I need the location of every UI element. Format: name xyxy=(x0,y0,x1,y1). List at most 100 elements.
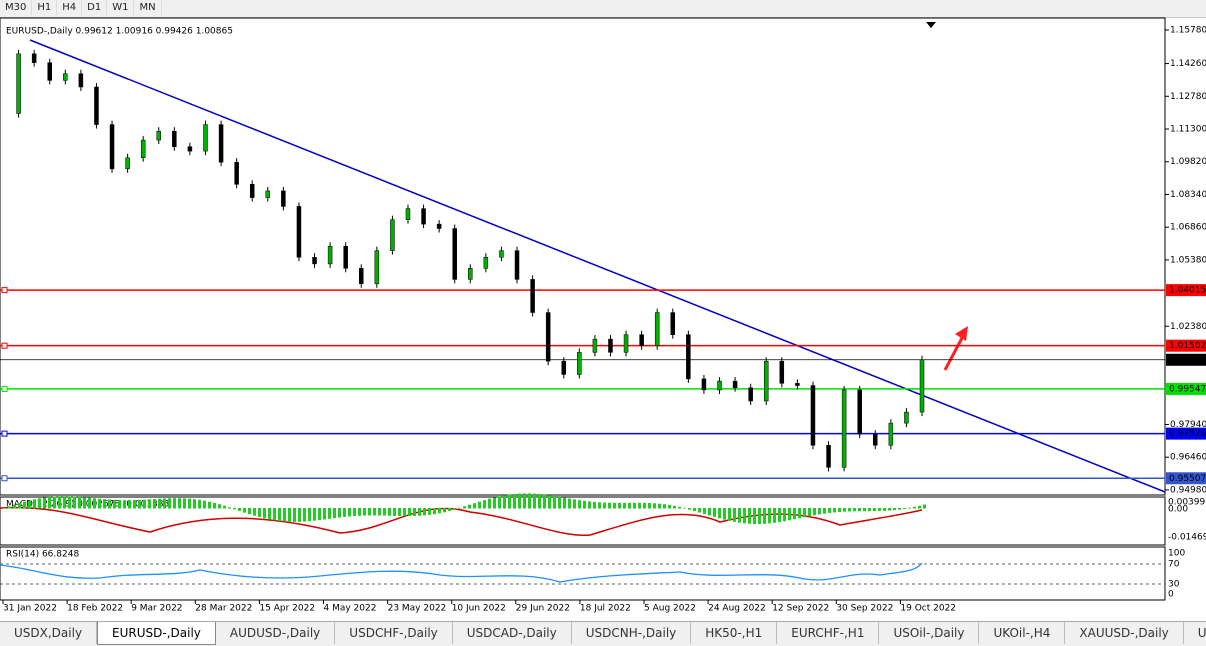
macd-bar xyxy=(798,508,801,519)
candle xyxy=(125,157,130,170)
macd-bar xyxy=(613,502,616,509)
timeframe-button[interactable]: H4 xyxy=(57,0,83,15)
timeframe-button[interactable]: W1 xyxy=(107,0,135,15)
macd-bar xyxy=(788,508,791,521)
macd-bar xyxy=(278,508,281,521)
macd-bar xyxy=(388,508,391,516)
level-label-box xyxy=(1166,427,1206,440)
macd-bar xyxy=(448,508,451,512)
macd-bar xyxy=(683,507,686,509)
macd-bar xyxy=(288,508,291,522)
candle xyxy=(530,279,535,313)
chart-tab[interactable]: XAUUSD-,Daily xyxy=(1065,622,1184,644)
chart-tab[interactable]: EURCHF-,H1 xyxy=(777,622,880,644)
macd-bar xyxy=(593,501,596,509)
candle xyxy=(94,86,99,125)
macd-bar xyxy=(313,508,316,521)
macd-bar xyxy=(863,508,866,512)
timeframe-button[interactable]: MN xyxy=(134,0,162,15)
chart-tab[interactable]: AUDUSD-,Daily xyxy=(216,622,336,644)
chart-tab[interactable]: USDCAD-,Daily xyxy=(453,622,572,644)
macd-bar xyxy=(413,508,416,517)
candle xyxy=(405,208,411,220)
level-label: 0.99547 xyxy=(1169,384,1206,394)
chart-tab[interactable]: EURUSD-,Daily xyxy=(97,622,216,645)
candle xyxy=(16,53,21,114)
trendline xyxy=(29,39,1166,493)
date-label: 18 Feb 2022 xyxy=(67,604,123,614)
macd-bar xyxy=(708,508,711,516)
y-tick-label: 1.06860 xyxy=(1170,223,1206,233)
arrow-head xyxy=(955,326,968,341)
macd-bar xyxy=(193,499,196,509)
macd-bar xyxy=(33,499,36,509)
macd-bar xyxy=(858,508,861,512)
macd-tick-label: -0.01469 xyxy=(1168,533,1206,543)
candle xyxy=(218,124,224,163)
macd-bar xyxy=(148,499,151,509)
chart-tab[interactable]: USOil-,Daily xyxy=(879,622,980,644)
macd-bar xyxy=(838,508,841,512)
macd-bar xyxy=(48,496,51,509)
macd-bar xyxy=(383,508,386,516)
candle xyxy=(561,360,566,375)
date-label: 5 Aug 2022 xyxy=(644,604,696,614)
macd-bar xyxy=(623,502,626,509)
timeframe-button[interactable]: M30 xyxy=(0,0,33,15)
y-tick-label: 0.94980 xyxy=(1170,485,1206,495)
macd-bar xyxy=(328,508,331,519)
candle xyxy=(686,334,691,380)
macd-bar xyxy=(218,504,221,509)
candle xyxy=(436,223,442,229)
macd-bar xyxy=(608,502,611,509)
date-label: 15 Apr 2022 xyxy=(259,604,315,614)
chart-tab[interactable]: USDX,Daily xyxy=(0,622,98,644)
macd-bar xyxy=(373,508,376,516)
candle xyxy=(826,444,831,468)
macd-bar xyxy=(883,508,886,511)
y-tick-label: 0.97940 xyxy=(1170,420,1206,430)
level-label: 0.95507 xyxy=(1169,474,1206,484)
candle xyxy=(483,257,489,269)
macd-bar xyxy=(203,500,206,509)
chart-tab[interactable]: USDCNH-,Daily xyxy=(572,622,692,644)
macd-bar xyxy=(643,502,646,509)
macd-bar xyxy=(648,503,651,509)
date-label: 12 Sep 2022 xyxy=(772,604,829,614)
macd-bar xyxy=(533,493,536,509)
macd-bar xyxy=(558,496,561,509)
date-label: 4 May 2022 xyxy=(324,604,377,614)
macd-bar xyxy=(398,508,401,517)
chart-tab[interactable]: USDCHF-,Daily xyxy=(335,622,453,644)
candle xyxy=(63,73,68,81)
candle xyxy=(810,385,816,446)
macd-bar xyxy=(53,496,56,509)
macd-bar xyxy=(603,502,606,509)
timeframe-button[interactable]: D1 xyxy=(82,0,108,15)
macd-bar xyxy=(463,506,466,509)
macd-bar xyxy=(543,494,546,509)
date-label: 28 Mar 2022 xyxy=(195,604,252,614)
macd-bar xyxy=(158,498,161,509)
chart-tab[interactable]: HK50-,H1 xyxy=(691,622,778,644)
candle xyxy=(172,130,177,147)
macd-bar xyxy=(223,505,226,509)
y-tick-label: 1.08340 xyxy=(1170,190,1206,200)
date-label: 31 Jan 2022 xyxy=(3,604,57,614)
macd-bar xyxy=(408,508,411,517)
macd-bar xyxy=(878,508,881,512)
macd-bar xyxy=(73,496,76,509)
chart-tab[interactable]: UKOil-,Daily xyxy=(1184,622,1206,644)
macd-bar xyxy=(298,508,301,522)
macd-bar xyxy=(548,495,551,509)
macd-bar xyxy=(68,496,71,509)
macd-bar xyxy=(118,500,121,509)
y-tick-label: 1.09820 xyxy=(1170,157,1206,167)
macd-bar xyxy=(568,498,571,509)
macd-bar xyxy=(673,505,676,509)
macd-bar xyxy=(818,508,821,515)
timeframe-button[interactable]: H1 xyxy=(32,0,58,15)
chart-tab[interactable]: UKOil-,H4 xyxy=(979,622,1066,644)
macd-bar xyxy=(698,508,701,513)
